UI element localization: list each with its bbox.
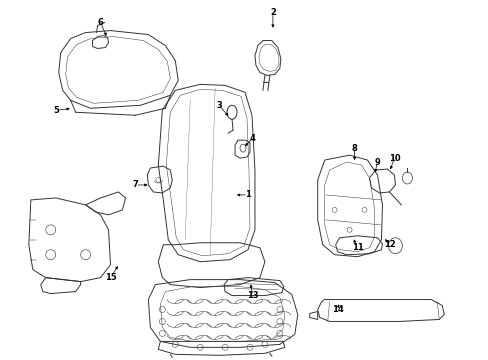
Text: 10: 10 xyxy=(388,154,399,163)
Text: 4: 4 xyxy=(249,134,255,143)
Text: 11: 11 xyxy=(351,243,363,252)
Text: 12: 12 xyxy=(383,240,394,249)
Text: 14: 14 xyxy=(331,305,343,314)
Text: 5: 5 xyxy=(54,106,60,115)
Text: 8: 8 xyxy=(351,144,357,153)
Text: 1: 1 xyxy=(244,190,250,199)
Text: 13: 13 xyxy=(246,291,258,300)
Text: 15: 15 xyxy=(104,273,116,282)
Text: 2: 2 xyxy=(269,8,275,17)
Text: 7: 7 xyxy=(132,180,138,189)
Text: 9: 9 xyxy=(374,158,380,167)
Text: 6: 6 xyxy=(98,18,103,27)
Text: 3: 3 xyxy=(216,101,222,110)
